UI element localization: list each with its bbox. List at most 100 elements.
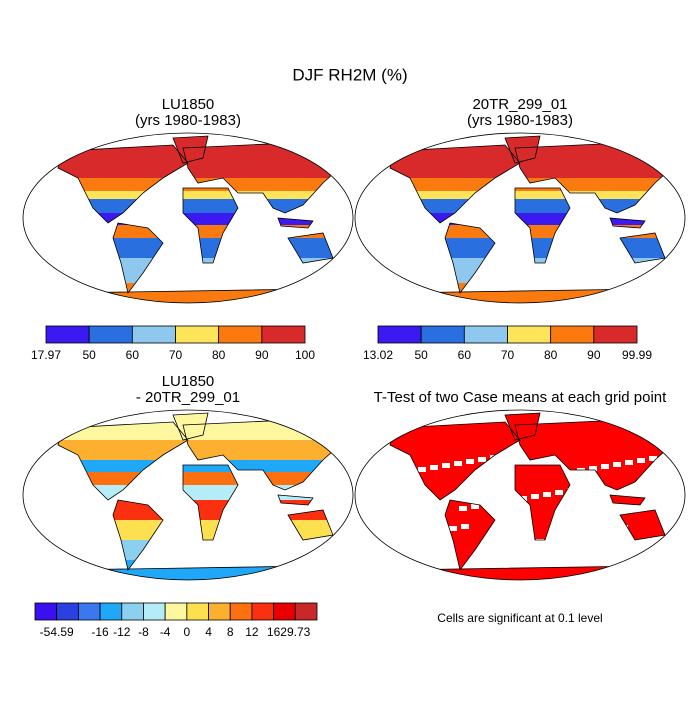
map-border xyxy=(354,132,686,304)
land-field xyxy=(53,500,345,520)
coastline xyxy=(287,509,334,541)
colorbar-label: 60 xyxy=(458,348,472,362)
coastline xyxy=(287,232,334,264)
colorbar-box xyxy=(99,602,123,621)
land-gap xyxy=(642,503,650,508)
map-panel xyxy=(354,409,691,581)
map-body xyxy=(384,135,678,303)
land-field xyxy=(53,258,345,283)
colorbar-label: 29.73 xyxy=(280,625,310,639)
coastline xyxy=(172,412,209,441)
land-gap xyxy=(442,463,450,468)
colorbar-box xyxy=(251,602,275,621)
coastline xyxy=(389,421,521,501)
land-gap xyxy=(613,462,621,467)
colorbar-label: 17.97 xyxy=(31,348,61,362)
land-field xyxy=(385,178,677,191)
land-gap xyxy=(601,464,609,469)
land-gap xyxy=(502,453,510,458)
panel-title: 20TR_299_01 xyxy=(472,96,567,113)
colorbar-box xyxy=(593,325,638,344)
coastline xyxy=(619,232,666,264)
colorbar-box xyxy=(229,602,253,621)
colorbar-box xyxy=(175,325,220,344)
land-field xyxy=(385,258,677,283)
land-field xyxy=(53,283,345,303)
land-gap xyxy=(461,524,469,529)
map-body xyxy=(52,412,346,580)
land-gap xyxy=(548,537,556,542)
land-gap xyxy=(531,494,539,499)
colorbar-label: 70 xyxy=(169,348,183,362)
colorbar-box xyxy=(34,602,58,621)
panel-title: (yrs 1980-1983) xyxy=(467,112,573,129)
colorbar-label: 16 xyxy=(267,625,281,639)
colorbar-label: 13.02 xyxy=(363,348,393,362)
colorbar-label: 100 xyxy=(295,348,315,362)
colorbar-box xyxy=(45,325,90,344)
colorbar-label: -4 xyxy=(160,625,171,639)
colorbar-box xyxy=(550,325,595,344)
land-field xyxy=(53,560,345,580)
colorbar-label: 80 xyxy=(212,348,226,362)
colorbar-label: 50 xyxy=(414,348,428,362)
land-gap xyxy=(430,465,438,470)
coastline xyxy=(57,421,189,501)
coastline xyxy=(182,464,239,541)
panel-title: LU1850 xyxy=(162,96,215,113)
land-gap xyxy=(454,461,462,466)
land-gap xyxy=(577,468,585,473)
land-gap xyxy=(418,467,426,472)
colorbar-box xyxy=(463,325,508,344)
coastline xyxy=(619,509,666,541)
coastline xyxy=(112,499,164,571)
land-field xyxy=(53,472,345,485)
coastline xyxy=(277,217,314,229)
colorbar-box xyxy=(164,602,188,621)
land xyxy=(360,413,691,580)
colorbar-box xyxy=(377,325,422,344)
map-body xyxy=(360,412,691,580)
land-gap xyxy=(625,460,633,465)
colorbar-box xyxy=(186,602,209,621)
land-gap xyxy=(555,490,563,495)
land-gap xyxy=(459,506,467,511)
coastline xyxy=(389,144,521,224)
land-gap xyxy=(478,457,486,462)
coastline xyxy=(277,494,314,506)
land-gap xyxy=(683,542,691,547)
land-gap xyxy=(372,493,380,498)
land-gap xyxy=(471,504,479,509)
panel-title: T-Test of two Case means at each grid po… xyxy=(374,389,667,406)
land-field xyxy=(53,540,345,560)
colorbar-label: 80 xyxy=(544,348,558,362)
colorbar-box xyxy=(218,325,263,344)
coastline xyxy=(172,135,209,164)
land-gap xyxy=(572,533,580,538)
land-gap xyxy=(365,540,373,545)
colorbar-label: 90 xyxy=(587,348,601,362)
land-gap xyxy=(596,529,604,534)
land-gap xyxy=(425,530,433,535)
colorbar-box xyxy=(88,325,133,344)
colorbar-label: -16 xyxy=(91,625,109,639)
land-gap xyxy=(401,534,409,539)
coastline xyxy=(514,464,571,541)
map-border xyxy=(354,409,686,581)
coastline xyxy=(609,217,646,229)
panel-note: Cells are significant at 0.1 level xyxy=(437,611,602,625)
colorbar-box xyxy=(273,602,296,621)
land-field xyxy=(385,283,677,303)
coastline xyxy=(444,222,496,294)
land-gap xyxy=(637,458,645,463)
land-field xyxy=(385,191,677,199)
colorbar-box xyxy=(121,602,144,621)
coastline xyxy=(444,499,496,571)
colorbar-label: -12 xyxy=(113,625,131,639)
map-border xyxy=(22,409,354,581)
land-gap xyxy=(360,495,368,500)
land-gap xyxy=(507,498,515,503)
land-field xyxy=(53,460,345,472)
land-gap xyxy=(389,536,397,541)
